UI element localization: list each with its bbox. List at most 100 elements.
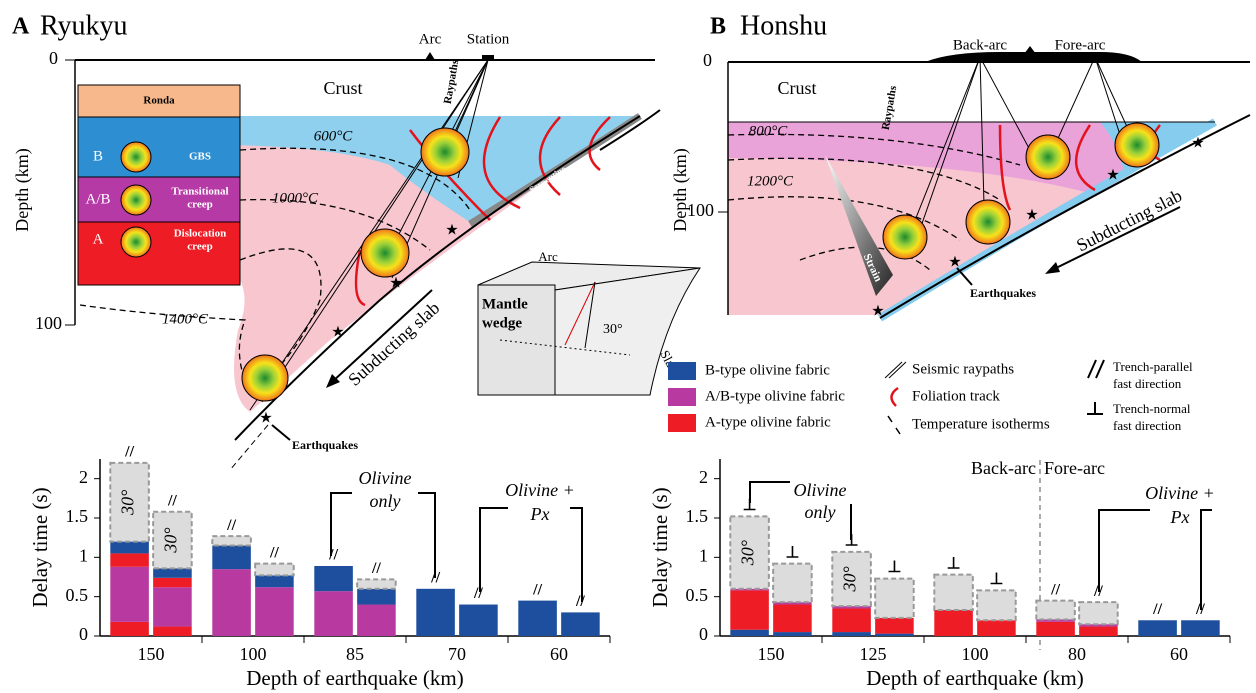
bar-symbol: ⊥ <box>845 532 859 549</box>
x-tick-label: 80 <box>1068 644 1086 664</box>
legend-label: Trench-normal <box>1113 401 1191 416</box>
x-tick-label: 150 <box>138 644 165 664</box>
bar-segment <box>1138 620 1177 636</box>
legend-label: Seismic raypaths <box>912 361 1014 377</box>
y-tick-label: 2 <box>699 467 708 487</box>
annotation: only <box>370 491 401 511</box>
y-tick-label: 0 <box>79 624 88 644</box>
panel-b-diagram: B Honshu 0 100 Depth (km) ★★ ★★★ Crust R… <box>670 10 1251 322</box>
y-tick-label: 0.5 <box>686 585 709 605</box>
bar-segment <box>976 589 1017 622</box>
bar-symbol: // <box>1093 583 1103 600</box>
raypath-icon <box>888 361 907 379</box>
bar-segment <box>152 510 193 570</box>
back-arc-label: Back-arc <box>953 37 1007 53</box>
bar-segment <box>875 617 914 634</box>
bar-segment <box>110 553 149 567</box>
bar-label: 30° <box>118 490 138 516</box>
fore-arc-label: Fore-arc <box>1055 37 1106 53</box>
depth-label: Depth (km) <box>670 148 691 231</box>
y-tick-label: 2 <box>79 467 88 487</box>
earthquake-arrow <box>956 267 973 286</box>
bar-symbol: // <box>226 517 236 534</box>
olivine-pole-figure <box>241 354 289 402</box>
strain-wedge <box>825 155 893 296</box>
depth-tick-label: 100 <box>35 313 62 333</box>
mechanism-label: Dislocation <box>174 228 227 240</box>
arrowhead <box>1045 262 1060 274</box>
bar-segment <box>773 604 812 633</box>
isotherm-label: 1000°C <box>272 190 319 206</box>
y-axis-label: Delay time (s) <box>648 487 672 607</box>
earthquake-stars: ★ ★ ★ ★ <box>259 222 458 426</box>
bar-segment <box>153 587 192 627</box>
olivine-pole-figure <box>420 127 470 177</box>
legend-swatch <box>668 414 696 432</box>
svg-text:★: ★ <box>871 303 884 319</box>
arc-symbol <box>1024 46 1036 54</box>
ronda-a <box>77 221 241 286</box>
panel-title: Honshu <box>740 10 827 41</box>
bar-segment <box>110 566 149 622</box>
annotation-arrow <box>330 492 436 578</box>
isotherm-label: 1400°C <box>162 311 209 327</box>
y-tick-label: 1 <box>699 545 708 565</box>
annotation: Px <box>1170 507 1190 527</box>
olivine-pole-figure <box>882 214 928 260</box>
bar-segment <box>255 587 294 636</box>
bar-segment <box>729 515 770 590</box>
svg-text:★: ★ <box>948 254 961 270</box>
inset-wedge: Mantle <box>482 296 528 312</box>
bar-symbol: // <box>167 492 177 509</box>
bar-segment <box>832 606 871 609</box>
station-label: Station <box>467 31 510 47</box>
legend-label: Foliation track <box>912 388 1000 404</box>
y-tick-label: 1.5 <box>686 506 709 526</box>
depth-tick-label: 100 <box>687 200 714 220</box>
annotation: Olivine <box>794 480 847 500</box>
bar-symbol: // <box>473 585 483 602</box>
x-tick-label: 70 <box>448 644 466 664</box>
x-axis-label: Depth of earthquake (km) <box>246 666 464 690</box>
bar-symbol: // <box>328 547 338 564</box>
legend-label: B-type olivine fabric <box>705 362 830 378</box>
bar-segment <box>153 568 192 578</box>
annotation-arrow <box>1098 509 1212 610</box>
bar-label: 30° <box>161 527 181 553</box>
bar-segment <box>153 577 192 588</box>
svg-text:★: ★ <box>445 222 458 238</box>
svg-text:★: ★ <box>1106 167 1119 183</box>
foliation <box>538 116 561 196</box>
panel-a-diagram: A Ryukyu 0 100 Depth (km) Arc Station ★★… <box>12 10 702 471</box>
slab-extension <box>229 424 269 471</box>
inset-arc: Arc <box>538 249 558 264</box>
slab-arrow <box>1051 206 1181 271</box>
inset-wedge: wedge <box>482 315 522 331</box>
legend-label: Temperature isotherms <box>912 416 1050 432</box>
earthquakes-label: Earthquakes <box>970 286 1036 300</box>
bar-segment <box>356 578 397 590</box>
bar-segment <box>1079 624 1118 627</box>
bar-segment <box>255 575 294 588</box>
olivine-pole-figure <box>965 199 1011 245</box>
crust-label: Crust <box>323 78 362 98</box>
bar-symbol: // <box>1195 601 1205 618</box>
bar-segment <box>212 545 251 570</box>
chart-annotations: Olivine only Olivine + Px Olivine only O… <box>330 458 1215 650</box>
legend-swatch <box>668 362 696 380</box>
fabric-label: A/B <box>85 191 110 207</box>
isotherm <box>239 248 322 381</box>
olivine-pole-figure <box>120 184 152 216</box>
legend <box>884 359 1105 435</box>
y-axis-label: Delay time (s) <box>28 487 52 607</box>
bar-segment <box>832 608 871 633</box>
bar-segment <box>212 569 251 636</box>
annotation: Fore-arc <box>1044 458 1105 478</box>
olivine-pole-figure <box>1025 134 1071 180</box>
legend-label: Trench-parallel <box>1113 359 1193 374</box>
x-tick-label: 100 <box>240 644 267 664</box>
bar-symbol: // <box>430 569 440 586</box>
bar-segment <box>875 633 914 636</box>
bar-segment <box>772 562 813 604</box>
isotherm <box>239 147 471 211</box>
